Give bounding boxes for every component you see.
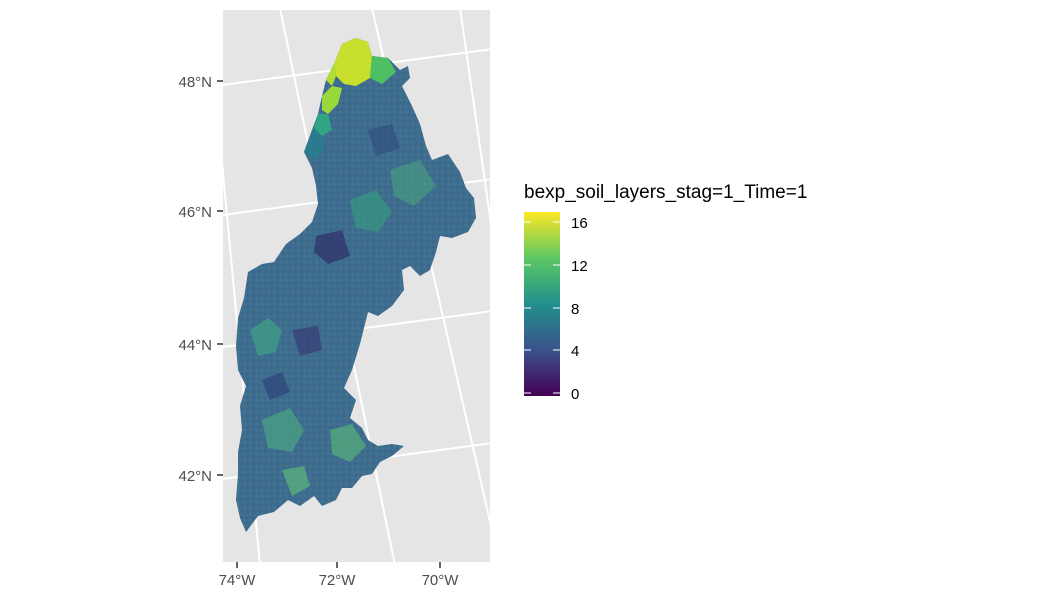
- lon-label-72: 72°W: [319, 572, 357, 589]
- legend-label-0: 0: [571, 386, 579, 403]
- lat-label-46: 46°N: [178, 204, 212, 221]
- lat-label-42: 42°N: [178, 468, 212, 485]
- lon-label-74: 74°W: [219, 572, 257, 589]
- legend-label-16: 16: [571, 215, 588, 232]
- legend-label-8: 8: [571, 301, 579, 318]
- legend-title: bexp_soil_layers_stag=1_Time=1: [524, 182, 807, 203]
- legend-colorbar: [524, 212, 560, 396]
- axis-ticks: [217, 80, 441, 568]
- lat-label-44: 44°N: [178, 337, 212, 354]
- legend-label-12: 12: [571, 258, 588, 275]
- legend-label-4: 4: [571, 343, 579, 360]
- legend-ticks: [524, 221, 560, 394]
- lat-label-48: 48°N: [178, 74, 212, 91]
- legend: bexp_soil_layers_stag=1_Time=1 16 12 8 4…: [524, 182, 807, 403]
- lon-label-70: 70°W: [422, 572, 460, 589]
- region-map: [236, 38, 476, 532]
